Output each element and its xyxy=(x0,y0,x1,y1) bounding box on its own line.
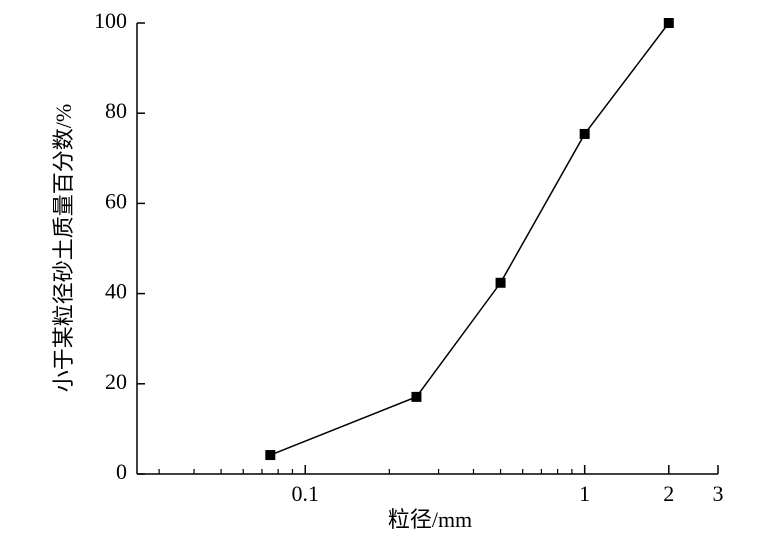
x-axis-title: 粒径/mm xyxy=(388,507,472,532)
x-tick-label: 2 xyxy=(663,481,674,506)
data-point xyxy=(495,277,506,288)
data-point xyxy=(663,18,674,28)
data-point xyxy=(265,450,276,461)
x-tick-label: 0.1 xyxy=(291,481,319,506)
y-tick-label: 0 xyxy=(116,459,127,484)
data-point xyxy=(411,391,422,402)
x-tick-label: 3 xyxy=(713,481,724,506)
y-tick-label: 60 xyxy=(105,188,127,213)
y-tick-label: 40 xyxy=(105,279,127,304)
y-tick-label: 20 xyxy=(105,369,127,394)
data-point xyxy=(579,128,590,139)
y-tick-label: 80 xyxy=(105,98,127,123)
y-axis-title: 小于某粒径砂土质量百分数/% xyxy=(51,104,76,392)
data-line xyxy=(270,22,670,456)
y-tick-label: 100 xyxy=(94,8,127,33)
x-tick-label: 1 xyxy=(579,481,590,506)
